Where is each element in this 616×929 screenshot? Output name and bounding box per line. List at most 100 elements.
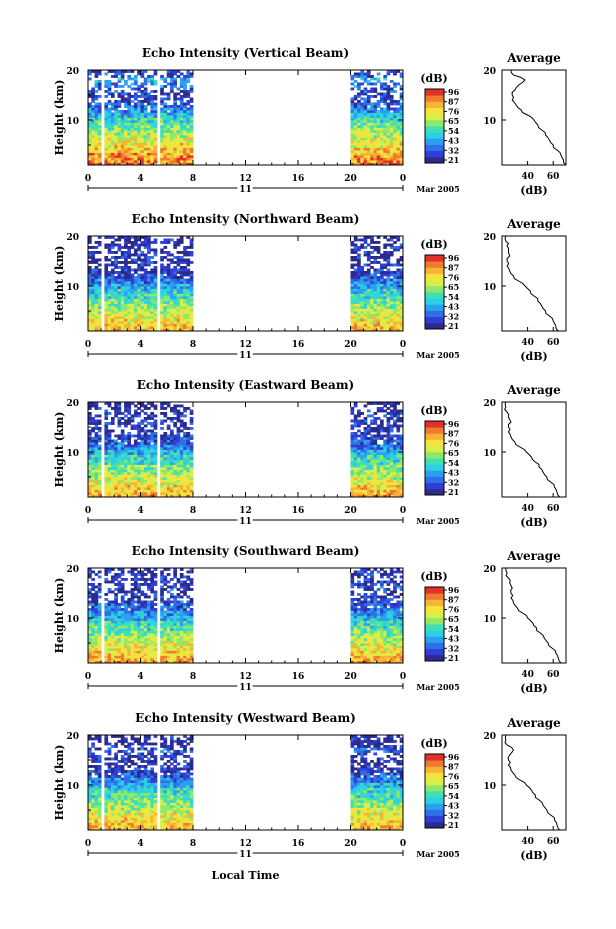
heatmap-cell bbox=[393, 246, 397, 249]
heatmap-cell bbox=[370, 130, 374, 133]
heatmap-cell bbox=[163, 152, 168, 156]
heatmap-cell bbox=[94, 467, 99, 470]
heatmap-cell bbox=[97, 82, 102, 86]
heatmap-cell bbox=[176, 457, 181, 460]
heatmap-cell bbox=[114, 655, 118, 659]
heatmap-cell bbox=[376, 281, 381, 284]
heatmap-cell bbox=[133, 77, 138, 81]
heatmap-cell bbox=[360, 308, 365, 312]
heatmap-cell bbox=[117, 303, 122, 307]
heatmap-cell bbox=[114, 162, 118, 166]
heatmap-cell bbox=[350, 112, 355, 116]
heatmap-cell bbox=[366, 469, 371, 473]
heatmap-cell bbox=[124, 115, 128, 118]
heatmap-cell bbox=[183, 326, 187, 329]
heatmap-cell bbox=[350, 296, 355, 299]
heatmap-cell bbox=[140, 296, 145, 299]
heatmap-cell bbox=[107, 120, 112, 123]
heatmap-cell bbox=[179, 477, 184, 480]
heatmap-cell bbox=[189, 130, 194, 133]
heatmap-cell bbox=[130, 112, 135, 116]
heatmap-cell bbox=[386, 487, 391, 490]
heatmap-cell bbox=[107, 311, 112, 314]
heatmap-cell bbox=[363, 90, 368, 93]
heatmap-cell bbox=[137, 256, 141, 259]
heatmap-cell bbox=[94, 427, 99, 430]
heatmap-cell bbox=[110, 236, 115, 239]
heatmap-cell bbox=[176, 494, 181, 498]
heatmap-cell bbox=[110, 263, 115, 267]
heatmap-cell bbox=[357, 422, 361, 425]
heatmap-cell bbox=[163, 147, 168, 151]
heatmap-cell bbox=[114, 243, 118, 247]
heatmap-cell bbox=[353, 248, 358, 252]
heatmap-cell bbox=[380, 137, 384, 141]
heatmap-cell bbox=[110, 630, 115, 634]
heatmap-cell bbox=[363, 276, 368, 279]
heatmap-cell bbox=[186, 442, 191, 445]
heatmap-cell bbox=[97, 273, 102, 277]
heatmap-cell bbox=[133, 469, 138, 473]
heatmap-cell bbox=[383, 258, 387, 262]
heatmap-cell bbox=[130, 417, 135, 420]
heatmap-cell bbox=[110, 575, 115, 579]
heatmap-cell bbox=[166, 125, 171, 128]
heatmap-cell bbox=[166, 313, 171, 317]
heatmap-cell bbox=[357, 494, 361, 498]
heatmap-cell bbox=[353, 160, 358, 163]
heatmap-cell bbox=[124, 286, 128, 289]
heatmap-cell bbox=[163, 477, 168, 480]
heatmap-cell bbox=[370, 112, 374, 116]
heatmap-cell bbox=[117, 412, 122, 415]
heatmap-cell bbox=[166, 434, 171, 438]
heatmap-cell bbox=[393, 160, 397, 163]
heatmap-cell bbox=[137, 437, 141, 440]
heatmap-cell bbox=[353, 75, 358, 78]
heatmap-cell bbox=[147, 283, 151, 287]
heatmap-cell bbox=[110, 492, 115, 495]
heatmap-cell bbox=[363, 107, 368, 111]
heatmap-cell bbox=[383, 243, 387, 247]
heatmap-cell bbox=[133, 160, 138, 163]
heatmap-cell bbox=[133, 474, 138, 478]
heatmap-cell bbox=[150, 454, 155, 458]
heatmap-cell bbox=[94, 316, 99, 319]
heatmap-cell bbox=[393, 122, 397, 126]
heatmap-cell bbox=[104, 293, 109, 297]
heatmap-cell bbox=[396, 102, 401, 106]
heatmap-cell bbox=[166, 449, 171, 453]
heatmap-cell bbox=[88, 142, 92, 146]
heatmap-cell bbox=[189, 271, 194, 274]
heatmap-cell bbox=[350, 444, 355, 448]
heatmap-cell bbox=[376, 467, 381, 470]
heatmap-cell bbox=[117, 80, 122, 83]
heatmap-cell bbox=[176, 419, 181, 423]
heatmap-cell bbox=[127, 477, 132, 480]
heatmap-cell bbox=[393, 323, 397, 327]
heatmap-cell bbox=[166, 281, 171, 284]
heatmap-cell bbox=[376, 434, 381, 438]
heatmap-cell bbox=[376, 444, 381, 448]
heatmap-cell bbox=[124, 296, 128, 299]
heatmap-cell bbox=[88, 568, 92, 571]
heatmap-cell bbox=[140, 316, 145, 319]
heatmap-cell bbox=[147, 434, 151, 438]
heatmap-cell bbox=[353, 72, 358, 76]
heatmap-cell bbox=[127, 439, 132, 443]
heatmap-cell bbox=[107, 434, 112, 438]
heatmap-cell bbox=[110, 326, 115, 329]
heatmap-cell bbox=[114, 281, 118, 284]
heatmap-cell bbox=[350, 492, 355, 495]
heatmap-cell bbox=[88, 648, 92, 651]
heatmap-cell bbox=[376, 429, 381, 433]
heatmap-cell bbox=[386, 142, 391, 146]
heatmap-cell bbox=[353, 323, 358, 327]
heatmap-cell bbox=[130, 298, 135, 302]
heatmap-cell bbox=[176, 308, 181, 312]
heatmap-cell bbox=[189, 291, 194, 294]
heatmap-cell bbox=[353, 286, 358, 289]
heatmap-cell bbox=[133, 308, 138, 312]
heatmap-cell bbox=[399, 487, 404, 490]
heatmap-cell bbox=[163, 120, 168, 123]
heatmap-cell bbox=[97, 419, 102, 423]
